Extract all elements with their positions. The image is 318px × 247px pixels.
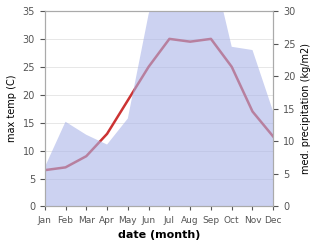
Y-axis label: max temp (C): max temp (C): [7, 75, 17, 143]
X-axis label: date (month): date (month): [118, 230, 200, 240]
Y-axis label: med. precipitation (kg/m2): med. precipitation (kg/m2): [301, 43, 311, 174]
